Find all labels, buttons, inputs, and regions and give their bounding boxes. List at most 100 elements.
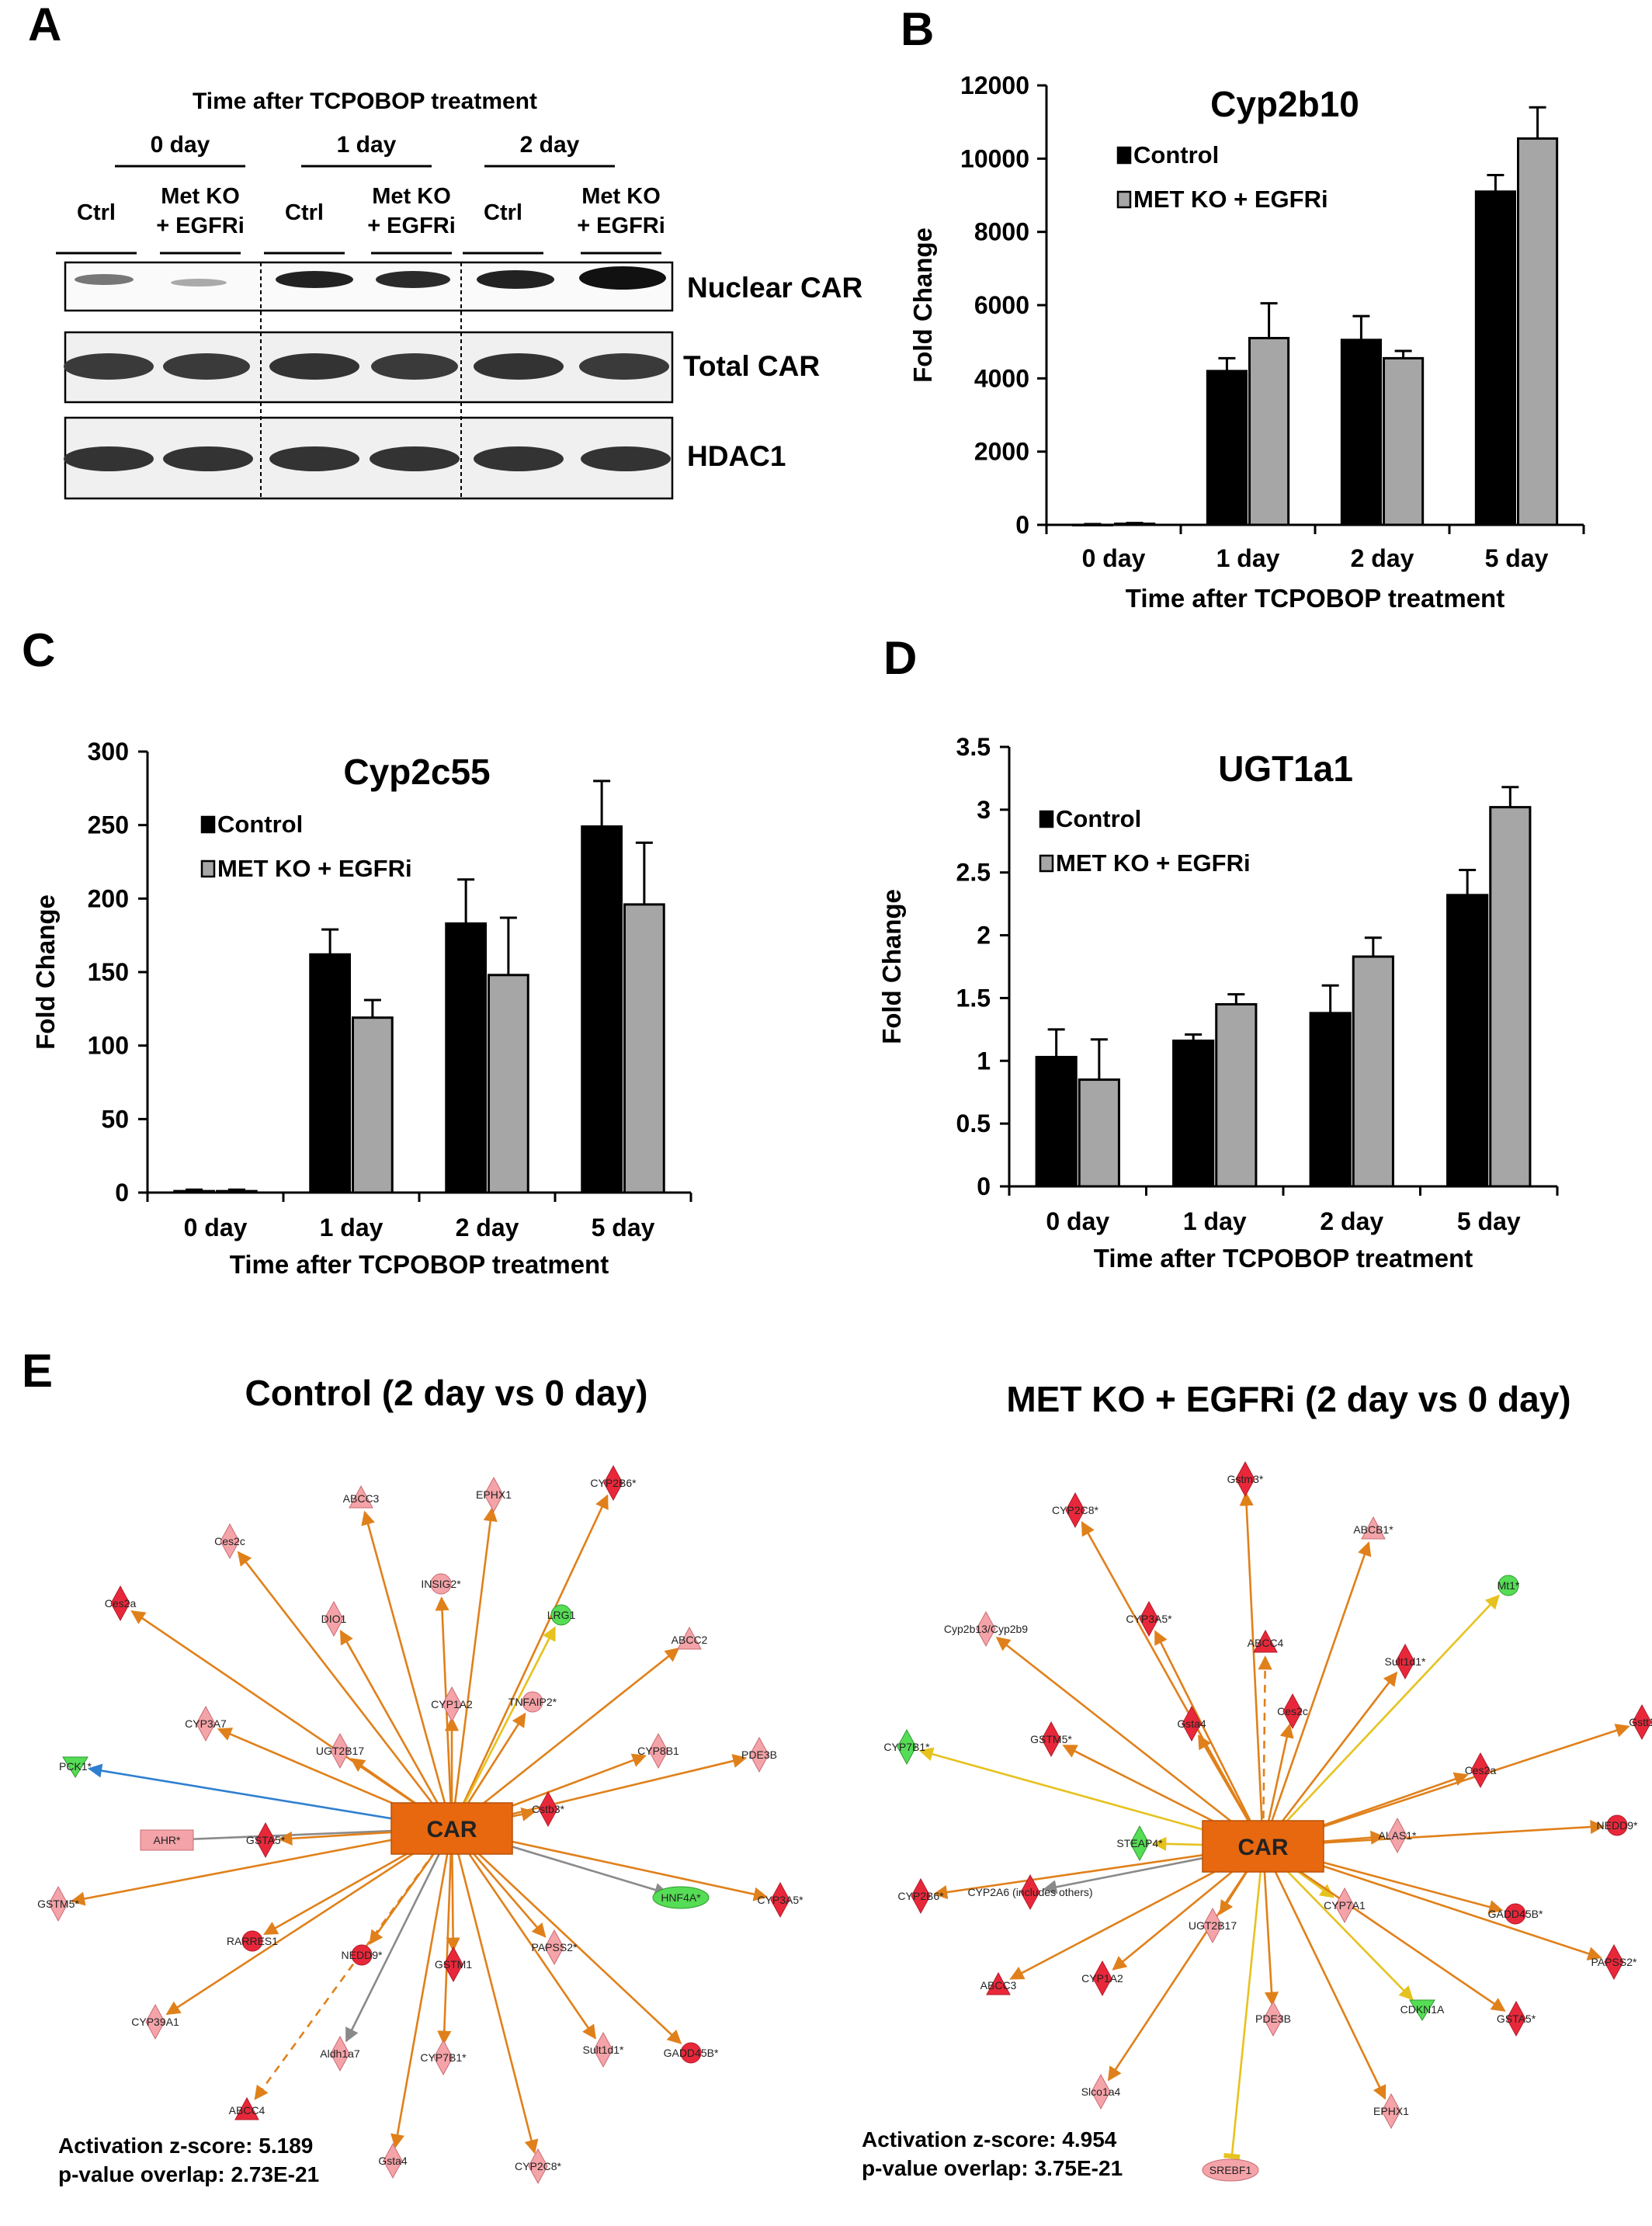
network-node: ABCC4 xyxy=(1248,1629,1284,1653)
network-node: PDE3B xyxy=(741,1736,777,1773)
lane-label: Met KO xyxy=(161,184,240,209)
network-node: Gsta4 xyxy=(378,2142,408,2179)
network-edge xyxy=(450,1828,596,2040)
network-node: GSTA5* xyxy=(1497,2000,1536,2037)
x-axis-label: Time after TCPOBOP treatment xyxy=(230,1250,609,1279)
node-label: GSTM5* xyxy=(37,1898,79,1910)
node-diamond xyxy=(1020,1874,1040,1911)
network-node: Gstt1 xyxy=(1629,1703,1652,1741)
x-tick-label: 5 day xyxy=(1457,1207,1521,1235)
network-edge xyxy=(345,1828,453,2043)
left-zscore: Activation z-score: 5.189 xyxy=(58,2134,313,2158)
node-label: Ces2a xyxy=(105,1597,137,1610)
node-diamond xyxy=(433,2039,453,2076)
node-label: AHR* xyxy=(153,1834,181,1846)
y-tick-label: 200 xyxy=(88,884,129,912)
network-node: CYP7B1* xyxy=(883,1728,930,1766)
x-tick-label: 2 day xyxy=(1351,544,1414,572)
x-tick-label: 1 day xyxy=(1183,1207,1247,1235)
chart-cyp2b10: 0 2000 4000 6000 8000 10000 12000 0 day 1 day 2 d… xyxy=(908,71,1585,613)
bar xyxy=(1206,370,1248,526)
network-node: EPHX1 xyxy=(476,1476,512,1513)
network-node: LRG1 xyxy=(547,1604,575,1626)
network-edge xyxy=(1262,1671,1398,1847)
network-hub: CAR xyxy=(390,1802,513,1855)
x-axis-label: Time after TCPOBOP treatment xyxy=(1094,1244,1473,1273)
node-diamond xyxy=(1041,1721,1061,1758)
node-label: EPHX1 xyxy=(476,1488,512,1501)
node-label: Sult1d1* xyxy=(583,2044,624,2056)
bar xyxy=(216,1189,258,1194)
y-tick-label: 0 xyxy=(977,1172,991,1200)
node-label: ABCC3 xyxy=(343,1492,380,1505)
panel-letter-d: D xyxy=(883,632,917,684)
network-edge xyxy=(450,1626,556,1829)
network-node: ABCC2 xyxy=(672,1626,708,1650)
node-diamond xyxy=(749,1736,769,1773)
lane-label: Met KO xyxy=(372,184,451,209)
y-axis-label: Fold Change xyxy=(31,894,60,1050)
network-node: ALAS1* xyxy=(1378,1817,1417,1854)
node-diamond xyxy=(1506,2000,1526,2037)
network-node: Aldh1a7 xyxy=(320,2035,360,2072)
node-rect xyxy=(140,1829,194,1851)
blot-label-total-car: Total CAR xyxy=(683,350,820,382)
node-diamond xyxy=(1387,1817,1407,1854)
node-circle xyxy=(1498,1575,1519,1596)
chart-title: Cyp2c55 xyxy=(343,752,490,792)
legend-label: Control xyxy=(1133,141,1219,168)
panel-letter-b: B xyxy=(901,3,934,55)
network-node: CYP1A2 xyxy=(431,1686,473,1723)
network-node: RARRES1 xyxy=(227,1930,278,1952)
node-diamond xyxy=(1139,1600,1159,1637)
network-node: Ces2c xyxy=(214,1523,245,1560)
y-tick-label: 1 xyxy=(977,1047,991,1075)
network-node: ABCC3 xyxy=(980,1971,1017,1995)
network-edge xyxy=(1262,1846,1279,2006)
bar xyxy=(1517,137,1559,526)
network-node: UGT2B17 xyxy=(316,1732,364,1769)
y-tick-label: 8000 xyxy=(974,218,1029,246)
network-node: CYP1A2 xyxy=(1081,1960,1123,1997)
node-diamond xyxy=(544,1929,564,1966)
bar xyxy=(1215,1003,1258,1188)
node-diamond xyxy=(484,1476,504,1513)
node-label: NEDD9* xyxy=(1597,1819,1638,1832)
node-label: CYP7B1* xyxy=(883,1741,930,1753)
node-label: Cyp2b13/Cyp2b9 xyxy=(944,1623,1028,1635)
node-label: Mt1* xyxy=(1498,1579,1520,1592)
network-node: DIO1 xyxy=(321,1600,347,1637)
network-nodes: Gstm3* CYP2C8* ABCB1* Mt1* CYP3A5* ABCC4 Cyp2b… xyxy=(883,1460,1652,2182)
node-label: CYP2A6 (includes others) xyxy=(967,1886,1092,1898)
node-label: Gsta4 xyxy=(378,2155,408,2167)
node-circle xyxy=(1504,1903,1526,1925)
network-node: Sult1d1* xyxy=(1385,1643,1426,1680)
node-diamond xyxy=(1263,2000,1283,2037)
network-node: CYP8B1 xyxy=(637,1732,679,1769)
legend-swatch xyxy=(1116,146,1132,165)
network-node: GSTM5* xyxy=(1030,1721,1072,1758)
node-diamond xyxy=(593,2031,613,2068)
network-metko: Gstm3* CYP2C8* ABCB1* Mt1* CYP3A5* ABCC4 Cyp2b… xyxy=(883,1460,1652,2182)
legend-swatch xyxy=(1039,810,1054,828)
network-edge xyxy=(361,1510,453,1829)
left-pvalue: p-value overlap: 2.73E-21 xyxy=(58,2162,319,2186)
network-node: CYP3A5* xyxy=(757,1881,803,1919)
y-tick-label: 50 xyxy=(101,1105,129,1133)
node-triangle xyxy=(677,1626,702,1650)
y-tick-label: 250 xyxy=(88,811,129,839)
panel-letter-a: A xyxy=(28,0,61,50)
node-label: Ces2c xyxy=(214,1535,245,1547)
x-tick-label: 1 day xyxy=(1216,544,1280,572)
network-node: TNFAIP2* xyxy=(508,1691,557,1713)
node-diamond xyxy=(528,2148,548,2185)
node-triangle xyxy=(986,1971,1011,1995)
x-axis-label: Time after TCPOBOP treatment xyxy=(1126,584,1504,613)
y-tick-label: 1.5 xyxy=(956,984,991,1012)
x-tick-label: 0 day xyxy=(1082,544,1146,572)
x-tick-label: 0 day xyxy=(184,1214,248,1241)
legend-swatch xyxy=(200,815,216,834)
node-label: NEDD9* xyxy=(342,1949,383,1961)
network-node: GADD45B* xyxy=(1488,1903,1543,1925)
chart-title: Cyp2b10 xyxy=(1210,84,1359,124)
